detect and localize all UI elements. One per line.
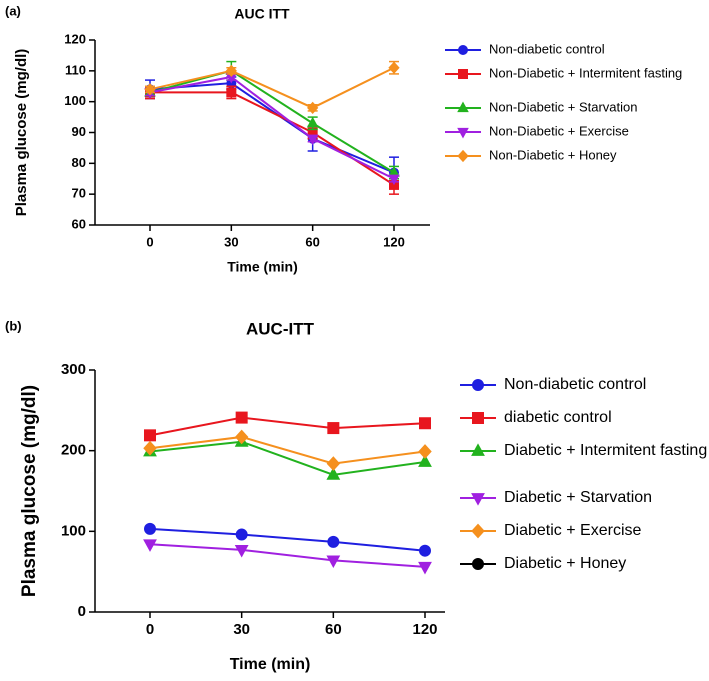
y-axis-label: Plasma glucose (mg/dl) bbox=[19, 385, 40, 597]
series-line bbox=[149, 440, 426, 476]
y-tick-label: 0 bbox=[78, 603, 86, 620]
marker bbox=[388, 174, 400, 186]
marker bbox=[327, 535, 340, 548]
marker bbox=[225, 64, 237, 77]
marker bbox=[234, 429, 249, 445]
marker bbox=[471, 443, 485, 456]
y-tick-label: 110 bbox=[65, 62, 86, 77]
marker bbox=[388, 61, 400, 74]
marker bbox=[418, 454, 432, 467]
marker bbox=[326, 555, 341, 569]
marker bbox=[306, 134, 319, 146]
marker bbox=[307, 101, 319, 114]
marker bbox=[419, 417, 431, 430]
marker bbox=[457, 127, 469, 139]
x-tick-label: 0 bbox=[146, 621, 154, 638]
marker bbox=[418, 561, 432, 575]
marker bbox=[458, 45, 468, 55]
chart-panel: (a) AUC ITT Plasma glucose (mg/dl) Time (mi… bbox=[5, 3, 682, 274]
legend-label: Diabetic + Intermitent fasting bbox=[504, 442, 707, 459]
series-line bbox=[149, 543, 426, 568]
marker bbox=[472, 379, 484, 391]
marker bbox=[144, 83, 156, 96]
y-tick-label: 120 bbox=[64, 31, 86, 46]
marker bbox=[306, 116, 319, 128]
legend-label: Non-Diabetic + Honey bbox=[489, 147, 617, 162]
marker bbox=[326, 467, 341, 480]
panel-label: (b) bbox=[5, 318, 22, 333]
marker bbox=[418, 444, 432, 459]
x-axis-label: Time (min) bbox=[227, 259, 298, 275]
y-tick-label: 60 bbox=[72, 216, 86, 231]
chart-title: AUC-ITT bbox=[246, 319, 315, 338]
y-tick-label: 100 bbox=[61, 522, 86, 539]
legend-label: diabetic control bbox=[504, 409, 612, 426]
marker bbox=[472, 558, 484, 570]
x-tick-label: 0 bbox=[146, 234, 153, 249]
panel-label: (a) bbox=[5, 3, 21, 18]
x-tick-label: 60 bbox=[325, 621, 342, 638]
series-line bbox=[149, 416, 426, 437]
legend-label: Non-Diabetic + Exercise bbox=[489, 123, 629, 138]
marker bbox=[144, 429, 156, 442]
series-line bbox=[149, 66, 395, 109]
y-tick-label: 80 bbox=[72, 155, 86, 170]
legend-label: Non-diabetic control bbox=[504, 376, 646, 393]
legend-label: Non-diabetic control bbox=[489, 41, 605, 56]
y-tick-label: 300 bbox=[61, 361, 86, 378]
marker bbox=[458, 69, 468, 79]
y-tick-label: 200 bbox=[61, 442, 86, 459]
marker bbox=[472, 412, 484, 424]
marker bbox=[457, 149, 469, 163]
series-line bbox=[149, 75, 395, 180]
series-line bbox=[150, 91, 395, 186]
y-tick-label: 90 bbox=[72, 124, 86, 139]
legend-label: Diabetic + Exercise bbox=[504, 522, 641, 539]
marker bbox=[326, 456, 341, 471]
x-tick-label: 60 bbox=[305, 234, 319, 249]
x-axis-label: Time (min) bbox=[230, 656, 311, 673]
legend-label: Non-Diabetic + Starvation bbox=[489, 99, 638, 114]
legend-label: Non-Diabetic + Intermitent fasting bbox=[489, 65, 682, 80]
x-tick-label: 120 bbox=[412, 621, 437, 638]
marker bbox=[471, 493, 485, 506]
series-line bbox=[149, 435, 426, 465]
marker bbox=[234, 544, 249, 558]
x-tick-label: 30 bbox=[233, 621, 250, 638]
marker bbox=[144, 522, 156, 535]
legend-label: Diabetic + Honey bbox=[504, 555, 626, 572]
marker bbox=[226, 87, 237, 98]
legend-label: Diabetic + Starvation bbox=[504, 489, 652, 506]
chart-title: AUC ITT bbox=[234, 6, 290, 22]
y-axis-label: Plasma glucose (mg/dl) bbox=[13, 49, 30, 217]
series-line bbox=[149, 82, 395, 174]
series-line bbox=[149, 69, 395, 174]
x-tick-label: 30 bbox=[224, 234, 238, 249]
series-line bbox=[149, 527, 426, 552]
marker bbox=[235, 528, 248, 541]
marker bbox=[457, 101, 469, 113]
marker bbox=[471, 523, 485, 539]
marker bbox=[143, 539, 157, 552]
x-tick-label: 120 bbox=[383, 234, 405, 249]
chart-panel: (b) AUC-ITT Plasma glucose (mg/dl) Time (mi… bbox=[5, 318, 707, 673]
y-tick-label: 70 bbox=[72, 186, 86, 201]
marker bbox=[143, 440, 157, 456]
marker bbox=[327, 422, 340, 435]
y-tick-label: 100 bbox=[64, 93, 86, 108]
marker bbox=[419, 544, 431, 557]
marker bbox=[235, 411, 248, 424]
